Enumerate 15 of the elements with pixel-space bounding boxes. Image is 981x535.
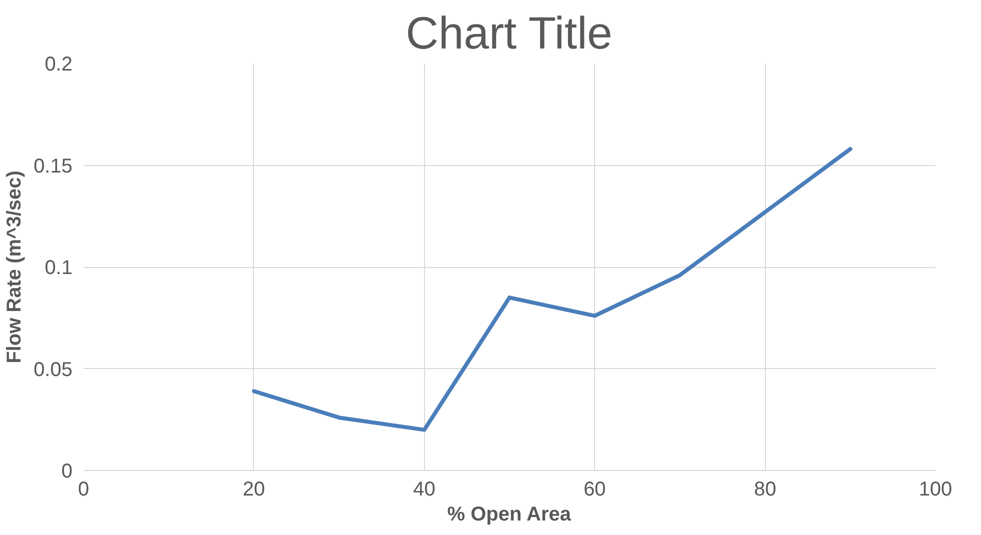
x-tick-label: 20 [242,478,266,500]
x-tick-label: 60 [584,478,606,500]
y-tick-label: 0.2 [44,54,73,76]
chart-title: Chart Title [406,8,612,58]
y-tick-label: 0.15 [34,155,73,178]
y-tick-label: 0 [61,460,72,482]
x-axis-title: % Open Area [447,504,572,526]
x-tick-label: 40 [413,478,436,500]
y-axis-title: Flow Rate (m^3/sec) [4,170,26,364]
x-tick-label: 80 [754,478,776,500]
y-tick-label: 0.05 [34,358,73,381]
y-tick-label: 0.1 [44,257,73,279]
x-tick-label: 100 [918,478,952,500]
line-series [252,146,852,432]
x-tick-label: 0 [78,478,90,500]
